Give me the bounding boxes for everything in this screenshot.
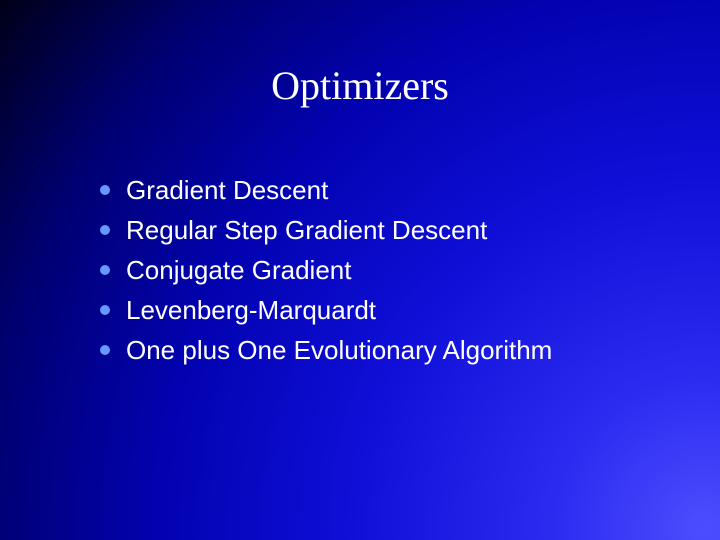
list-item-label: Levenberg-Marquardt xyxy=(126,297,376,323)
slide-title: Optimizers xyxy=(0,62,720,109)
list-item-label: Conjugate Gradient xyxy=(126,257,351,283)
list-item: Gradient Descent xyxy=(100,173,552,206)
bullet-icon xyxy=(100,345,110,355)
list-item: Regular Step Gradient Descent xyxy=(100,213,552,246)
list-item-label: Regular Step Gradient Descent xyxy=(126,217,487,243)
bullet-icon xyxy=(100,185,110,195)
list-item: Conjugate Gradient xyxy=(100,253,552,286)
list-item-label: Gradient Descent xyxy=(126,177,328,203)
bullet-icon xyxy=(100,225,110,235)
bullet-icon xyxy=(100,265,110,275)
list-item: One plus One Evolutionary Algorithm xyxy=(100,333,552,366)
list-item-label: One plus One Evolutionary Algorithm xyxy=(126,337,552,363)
slide: Optimizers Gradient Descent Regular Step … xyxy=(0,0,720,540)
list-item: Levenberg-Marquardt xyxy=(100,293,552,326)
bullet-list: Gradient Descent Regular Step Gradient De… xyxy=(100,173,552,366)
bullet-icon xyxy=(100,305,110,315)
